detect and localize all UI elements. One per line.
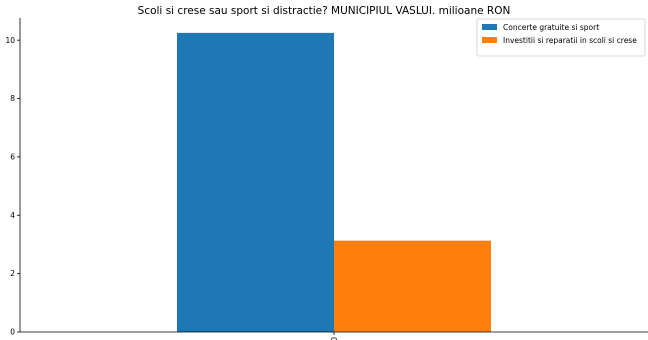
y-tick-label: 2	[10, 269, 15, 278]
bar-investitii	[334, 240, 491, 332]
x-ticks-group: 0	[330, 332, 339, 340]
legend-swatch-investitii	[482, 37, 497, 43]
legend-label-concerte: Concerte gratuite si sport	[503, 23, 599, 32]
y-tick-label: 4	[10, 211, 15, 220]
y-tick-label: 0	[10, 328, 15, 337]
x-tick-label: 0	[330, 337, 339, 340]
legend-swatch-concerte	[482, 24, 497, 30]
bars-group	[177, 32, 491, 332]
y-tick-label: 6	[10, 153, 15, 162]
y-tick-label: 10	[5, 36, 15, 45]
y-ticks-group: 0 2 4 6 8 10	[5, 36, 20, 337]
y-tick-label: 8	[10, 94, 15, 103]
legend-label-investitii: Investitii si reparatii in scoli si cres…	[503, 36, 637, 45]
bar-concerte	[177, 32, 334, 332]
legend: Concerte gratuite si sport Investitii si …	[476, 18, 646, 57]
legend-frame	[476, 18, 646, 57]
chart-title: Scoli si crese sau sport si distractie? …	[138, 5, 511, 17]
